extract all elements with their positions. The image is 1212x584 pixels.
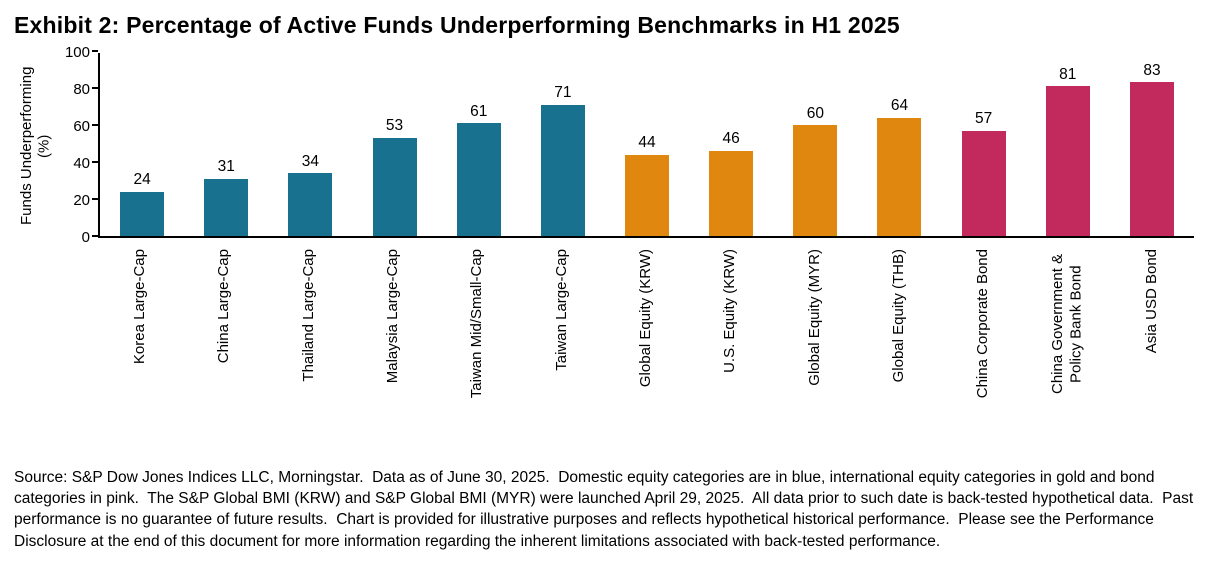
category-label: U.S. Equity (KRW) xyxy=(721,249,739,373)
bar xyxy=(625,154,670,236)
bar-value-label: 83 xyxy=(1143,61,1161,79)
bar xyxy=(288,173,333,236)
category-label-cell: Thailand Large-Cap xyxy=(267,249,351,453)
bar-column: 64 xyxy=(857,53,941,236)
category-label: China Corporate Bond xyxy=(974,249,992,399)
y-tick-label: 60 xyxy=(73,118,90,135)
bar xyxy=(1129,82,1174,236)
y-tick-mark xyxy=(92,235,98,237)
category-label: Taiwan Mid/Small-Cap xyxy=(468,249,486,399)
category-label: China Large-Cap xyxy=(215,249,233,364)
y-axis-title: Funds Underperforming (%) xyxy=(17,66,52,225)
bar-column: 34 xyxy=(268,53,352,236)
bar-column: 53 xyxy=(352,53,436,236)
y-tick-label: 80 xyxy=(73,81,90,98)
bar xyxy=(456,123,501,236)
category-label: China Government & Policy Bank Bond xyxy=(1049,253,1085,395)
bar-column: 31 xyxy=(184,53,268,236)
category-label-cell: Global Equity (THB) xyxy=(857,249,941,453)
bar-value-label: 53 xyxy=(385,117,404,135)
y-tick-mark xyxy=(92,87,98,89)
bar-value-label: 31 xyxy=(217,158,235,176)
bar-value-label: 34 xyxy=(301,152,320,170)
category-label: Thailand Large-Cap xyxy=(299,249,317,382)
bar xyxy=(877,117,922,236)
bar-value-label: 81 xyxy=(1059,65,1077,83)
bar xyxy=(793,125,838,236)
bar-value-label: 71 xyxy=(554,84,572,102)
plot-area: 24 31 34 53 61 71 44 46 60 64 57 81 83 xyxy=(92,50,1194,238)
bar xyxy=(204,178,249,236)
bar-column: 46 xyxy=(689,53,773,236)
category-label-cell: Taiwan Large-Cap xyxy=(520,249,604,453)
category-label-cell: Malaysia Large-Cap xyxy=(351,249,435,453)
category-label: Global Equity (KRW) xyxy=(636,249,654,388)
bar-column: 83 xyxy=(1110,53,1194,236)
category-label-cell: Asia USD Bond xyxy=(1110,249,1194,453)
y-tick-mark xyxy=(92,198,98,200)
category-label-cell: Taiwan Mid/Small-Cap xyxy=(435,249,519,453)
y-tick-mark xyxy=(92,50,98,52)
bar xyxy=(1045,86,1090,236)
category-label: Taiwan Large-Cap xyxy=(552,249,570,371)
y-tick-label: 40 xyxy=(73,155,90,172)
bar xyxy=(709,150,754,236)
category-label-cell: Global Equity (KRW) xyxy=(604,249,688,453)
bar-column: 24 xyxy=(100,53,184,236)
category-label: Malaysia Large-Cap xyxy=(383,249,401,384)
category-label: Global Equity (MYR) xyxy=(805,249,823,386)
bar-column: 57 xyxy=(942,53,1026,236)
y-tick-label: 100 xyxy=(64,44,90,61)
bar xyxy=(540,104,585,236)
bar-value-label: 60 xyxy=(806,104,824,122)
bar xyxy=(120,191,165,236)
chart-title: Exhibit 2: Percentage of Active Funds Un… xyxy=(14,12,900,38)
y-tick-label: 0 xyxy=(81,229,90,246)
bar-column: 71 xyxy=(521,53,605,236)
category-label: Korea Large-Cap xyxy=(131,249,148,365)
bar-column: 60 xyxy=(773,53,857,236)
bar-value-label: 24 xyxy=(133,171,151,189)
y-tick-label: 20 xyxy=(73,192,90,209)
y-axis-ticks: 0 20 40 60 80 100 xyxy=(56,44,98,246)
bar-value-label: 61 xyxy=(470,102,488,120)
y-tick-mark xyxy=(92,161,98,163)
y-axis-title-cell: Funds Underperforming (%) xyxy=(14,53,56,238)
bar xyxy=(961,130,1006,236)
category-label: Asia USD Bond xyxy=(1142,249,1160,354)
category-label-cell: Korea Large-Cap xyxy=(98,249,182,453)
category-label-cell: China Corporate Bond xyxy=(941,249,1025,453)
category-label: Global Equity (THB) xyxy=(889,249,907,383)
bar-value-label: 46 xyxy=(722,130,740,148)
bar-value-label: 57 xyxy=(975,110,993,128)
category-labels: Korea Large-Cap China Large-Cap Thailand L… xyxy=(98,249,1194,453)
bar-value-label: 64 xyxy=(890,97,909,115)
bar xyxy=(372,137,417,236)
bar-value-label: 44 xyxy=(638,134,656,152)
axis-spacer xyxy=(14,249,56,453)
category-label-cell: China Government & Policy Bank Bond xyxy=(1025,249,1109,453)
category-label-cell: Global Equity (MYR) xyxy=(773,249,857,453)
y-tick-mark xyxy=(92,124,98,126)
bar-column: 44 xyxy=(605,53,689,236)
bar-column: 81 xyxy=(1026,53,1110,236)
bar-column: 61 xyxy=(437,53,521,236)
category-label-cell: U.S. Equity (KRW) xyxy=(688,249,772,453)
axis-spacer xyxy=(56,249,98,453)
source-note: Source: S&P Dow Jones Indices LLC, Morni… xyxy=(14,469,1198,550)
bar-chart: Funds Underperforming (%) 0 20 40 60 80 100 2… xyxy=(14,44,1194,453)
category-label-cell: China Large-Cap xyxy=(182,249,266,453)
